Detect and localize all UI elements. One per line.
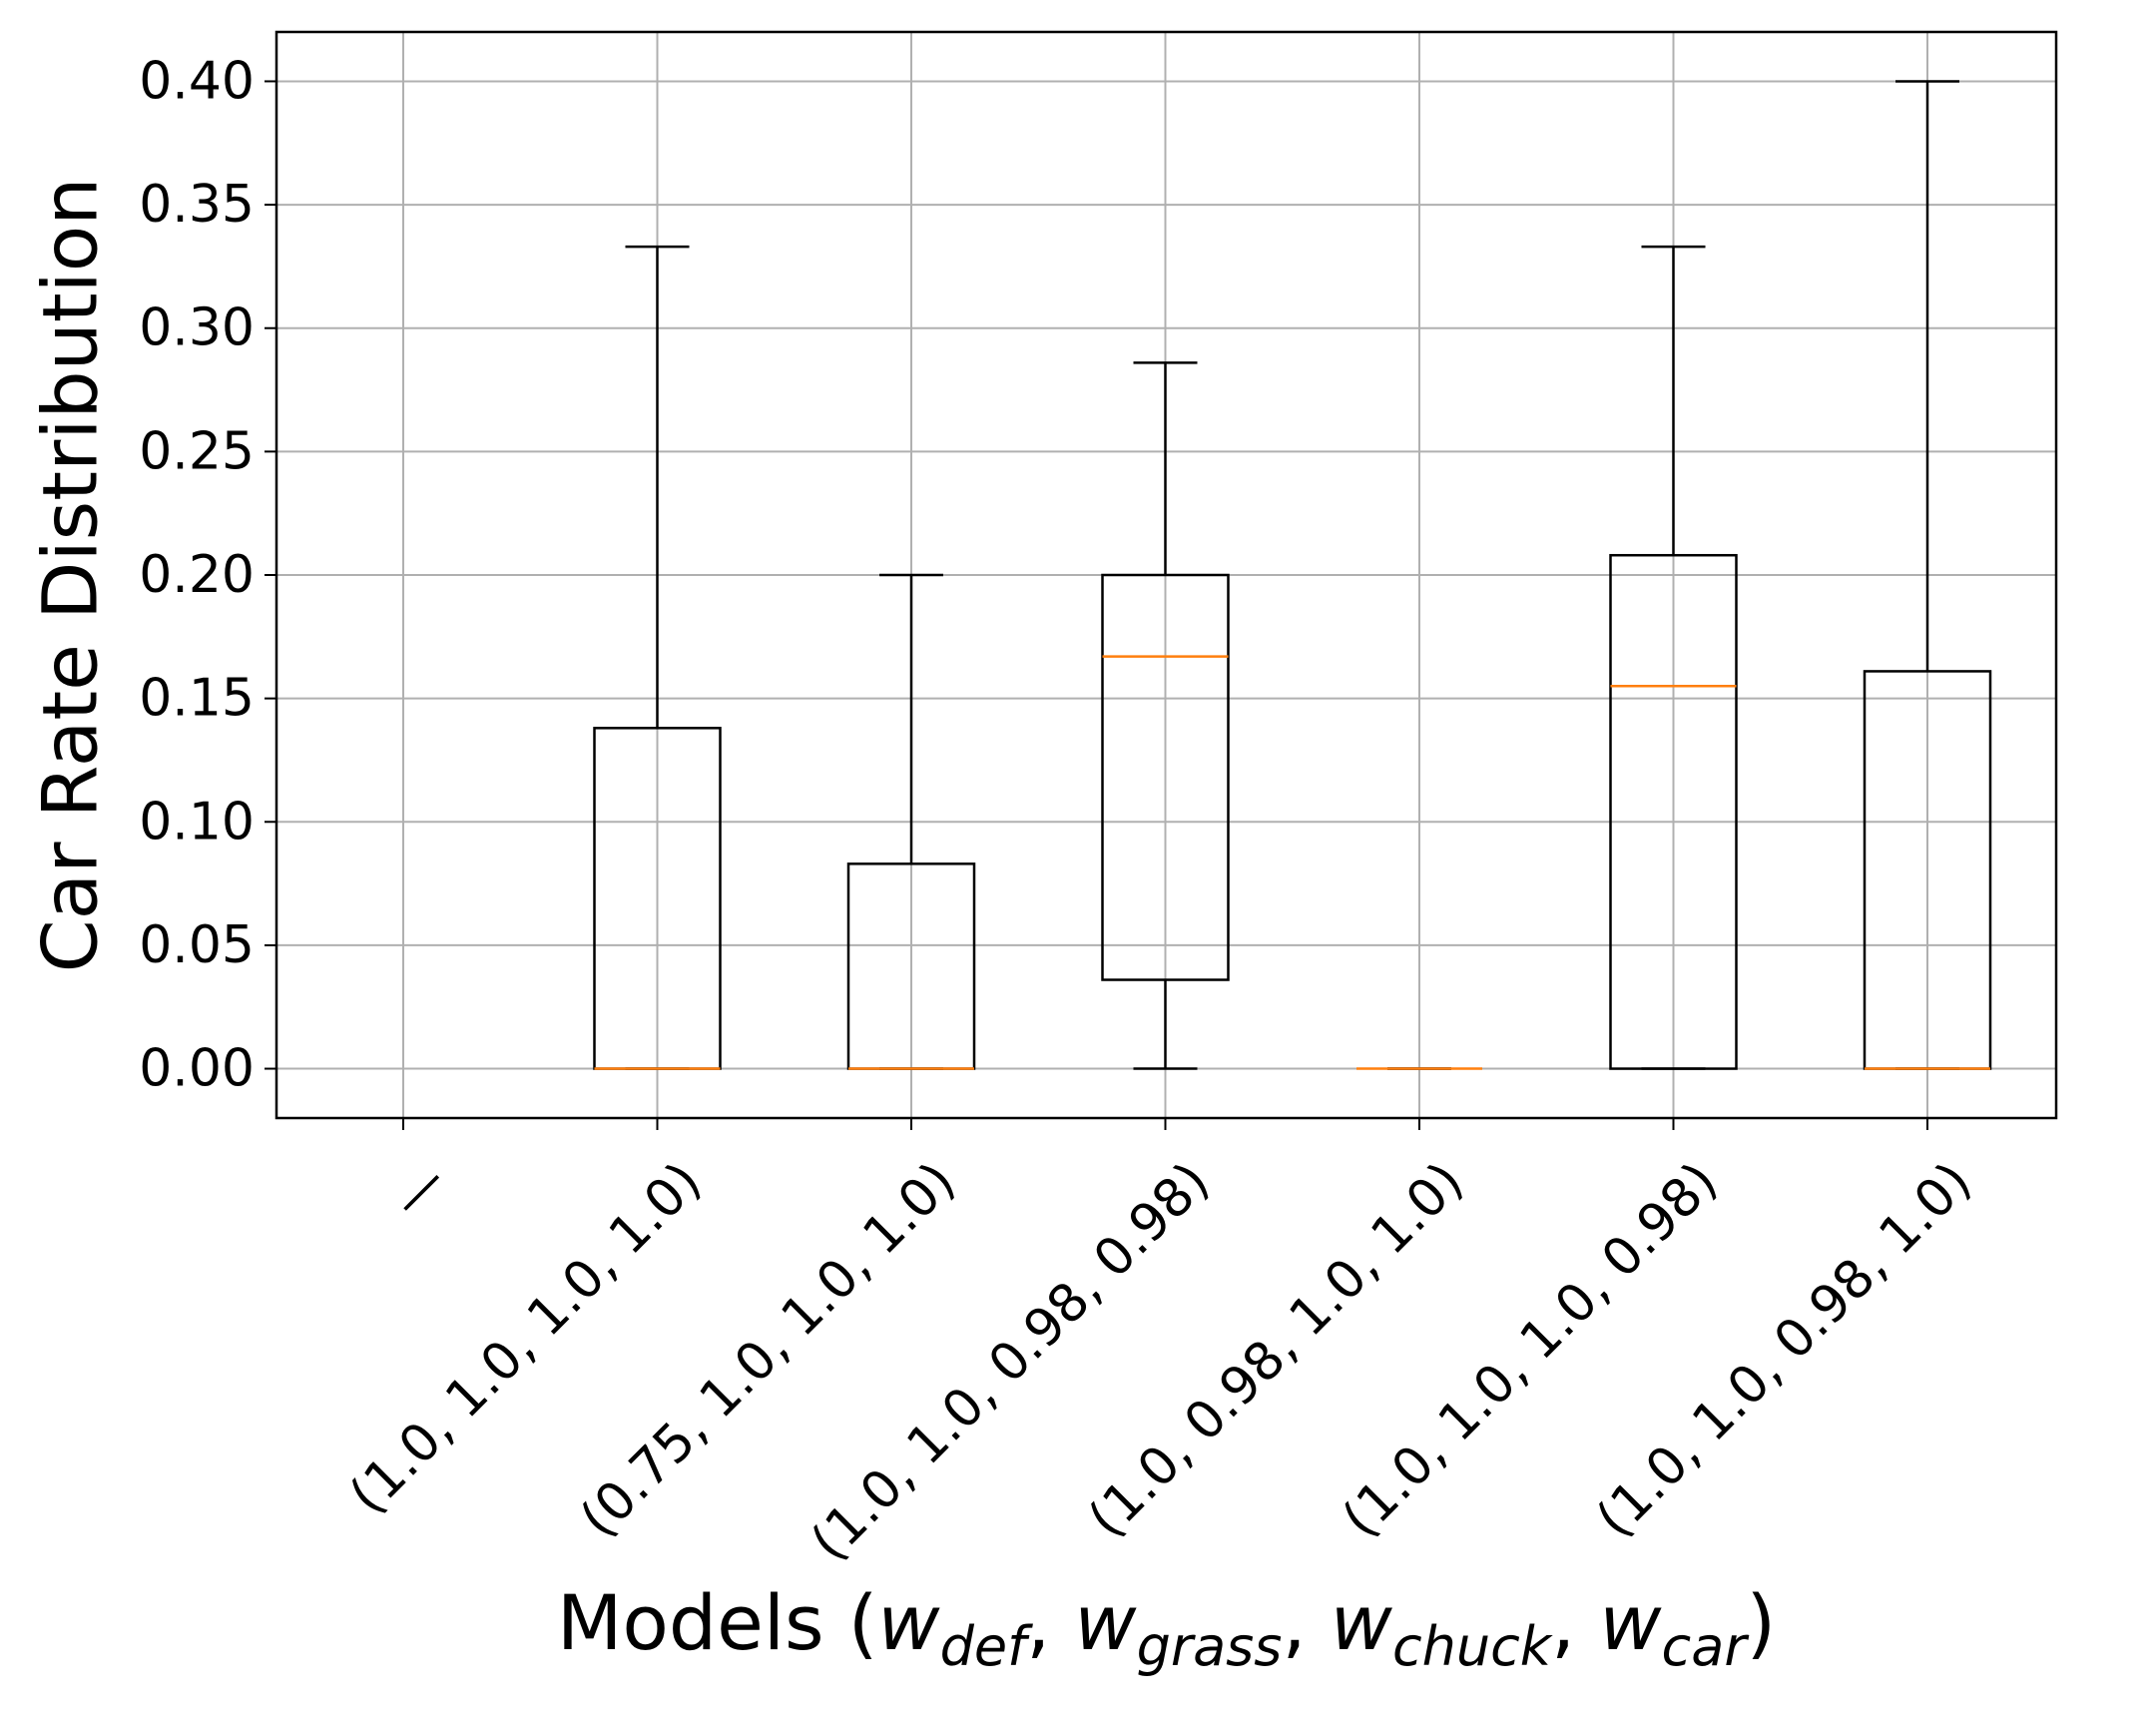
y-tick-label: 0.40 (139, 51, 255, 111)
x-label-separator: , (1026, 1578, 1074, 1667)
x-label-subscript: def (940, 1615, 1034, 1678)
box-group (1101, 361, 1230, 1070)
y-axis-label: Car Rate Distribution (26, 178, 115, 973)
x-label-separator: , (1282, 1578, 1330, 1667)
x-label-subscript: chuck (1392, 1615, 1554, 1678)
x-label-subscript: car (1662, 1615, 1750, 1678)
x-label-suffix: ) (1747, 1578, 1777, 1667)
box-group (846, 573, 976, 1070)
y-tick-label: 0.00 (139, 1039, 255, 1099)
x-label-separator: , (1551, 1578, 1599, 1667)
x-label-subscript: grass (1137, 1615, 1283, 1678)
y-tick-label: 0.15 (139, 669, 255, 729)
x-label-symbol: w (877, 1578, 940, 1667)
y-tick-label: 0.30 (139, 298, 255, 358)
x-label-symbol: w (1331, 1578, 1393, 1667)
box-group (1609, 245, 1738, 1070)
x-tick-label: — (380, 1151, 459, 1230)
box-group (593, 245, 722, 1070)
box-series (593, 80, 1992, 1070)
y-axis-ticks: 0.00 0.05 0.10 0.15 0.20 0.25 0.30 0.35 0.40 (139, 51, 276, 1099)
x-label-prefix: Models ( (557, 1578, 878, 1667)
x-label-symbol: w (1074, 1578, 1137, 1667)
box-body (1609, 553, 1738, 1070)
x-axis-label: Models (wdef, wgrass, wchuck, wcar) (557, 1578, 1776, 1678)
y-tick-label: 0.20 (139, 545, 255, 605)
y-tick-label: 0.35 (139, 175, 255, 235)
y-tick-label: 0.25 (139, 421, 255, 481)
y-tick-label: 0.10 (139, 792, 255, 852)
y-tick-label: 0.05 (139, 915, 255, 975)
x-label-symbol: w (1599, 1578, 1662, 1667)
x-axis-ticks: —(1.0, 1.0, 1.0, 1.0)(0.75, 1.0, 1.0, 1.… (338, 1118, 1983, 1572)
box-body (1101, 573, 1230, 981)
box-group (1863, 80, 1992, 1070)
